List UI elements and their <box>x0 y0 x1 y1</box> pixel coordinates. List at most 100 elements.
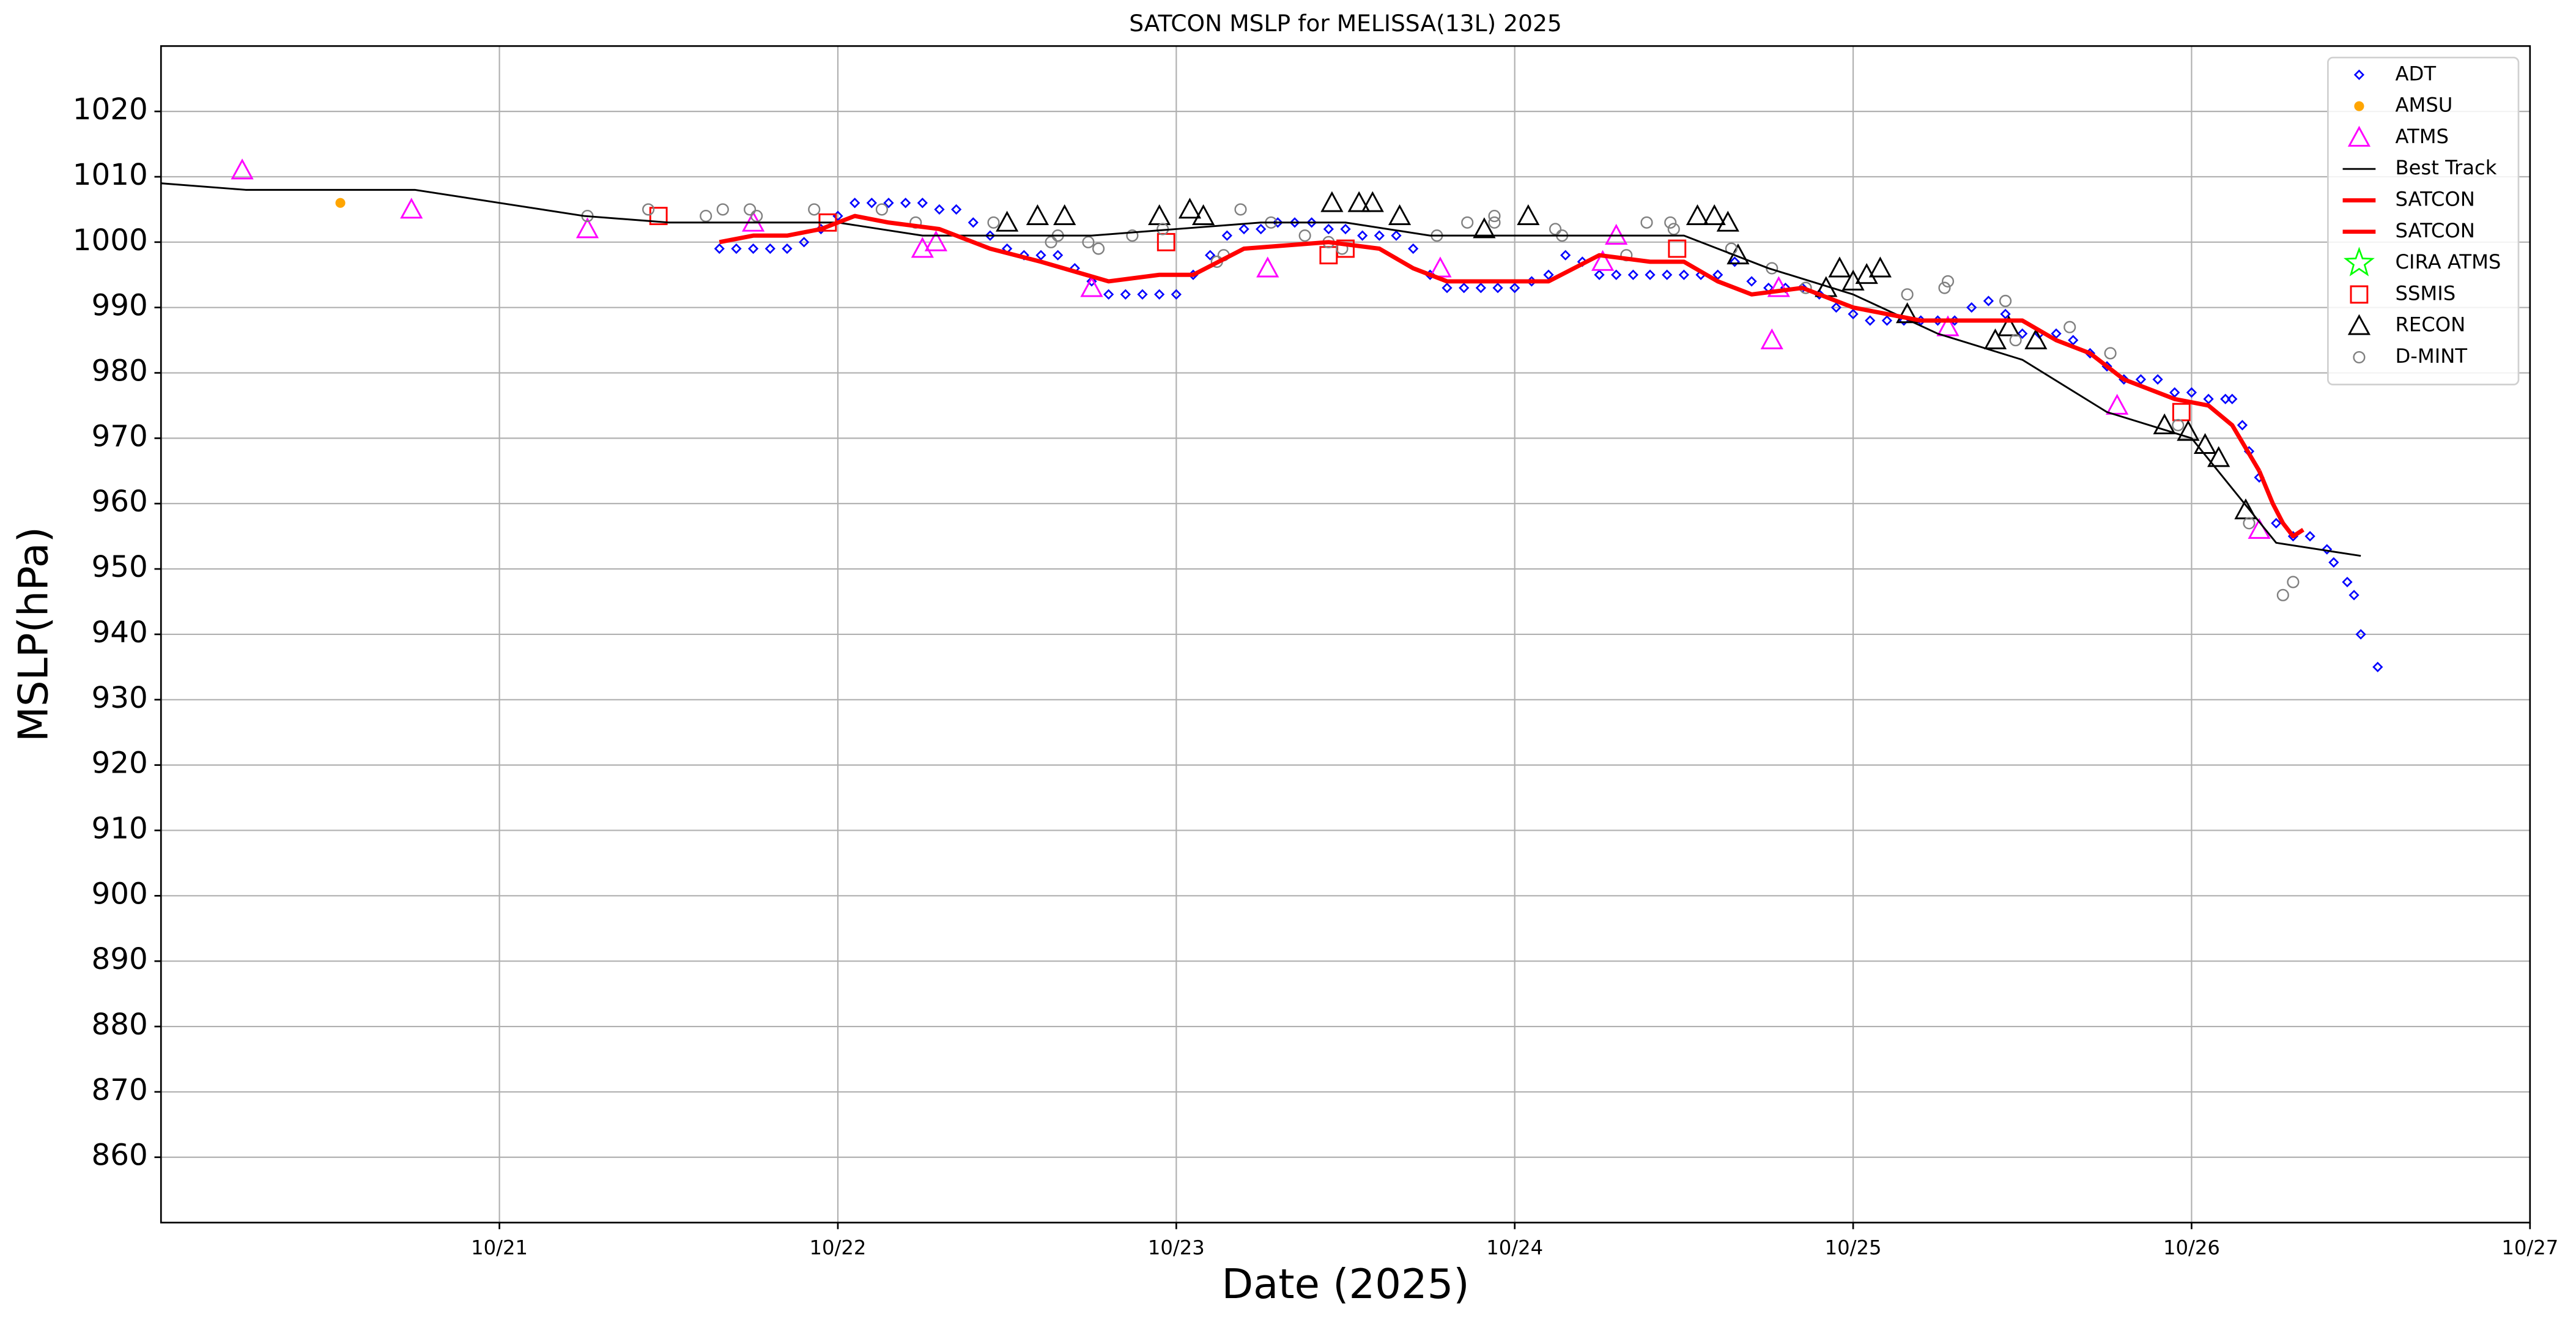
dmint-point <box>987 216 1000 229</box>
adt-point <box>917 198 928 209</box>
triangle-point <box>1191 204 1215 225</box>
dmint-point <box>1045 236 1057 248</box>
triangle-point <box>1080 276 1103 297</box>
adt-point <box>2271 518 2282 529</box>
adt-point <box>731 243 742 254</box>
triangle-point <box>1983 328 2007 350</box>
adt-point <box>1053 250 1064 261</box>
triangle-point <box>1591 250 1615 271</box>
adt-point <box>1221 230 1232 241</box>
adt-point <box>1865 315 1876 326</box>
dmint-point <box>875 203 888 216</box>
plot-marks <box>161 158 2383 672</box>
triangle-point <box>1686 204 1709 225</box>
dmint-point <box>642 203 655 216</box>
adt-point <box>2355 629 2366 640</box>
y-tick-label: 940 <box>91 615 147 650</box>
adt-point <box>883 198 894 209</box>
legend-label: Best Track <box>2396 156 2497 179</box>
adt-point <box>1645 269 1656 280</box>
dmint-point <box>1549 223 1562 236</box>
adt-point <box>2135 374 2147 385</box>
dmint-point <box>1640 216 1653 229</box>
triangle-point <box>1828 256 1851 278</box>
triangle-point <box>1473 217 1496 239</box>
dmint-point <box>1234 203 1247 216</box>
triangle-point <box>1936 315 1960 336</box>
adt-point <box>2304 531 2315 542</box>
adt-point <box>1543 269 1554 280</box>
adt-point <box>2152 374 2163 385</box>
adt-point <box>1357 230 1368 241</box>
triangle-point <box>1895 302 1919 324</box>
amsu-point <box>2354 101 2364 111</box>
adt-point <box>1881 315 1893 326</box>
adt-point <box>1560 250 1571 261</box>
adt-point <box>1662 269 1673 280</box>
adt-point <box>1306 217 1317 228</box>
dmint-point <box>1092 242 1105 255</box>
adt-point <box>1729 256 1740 267</box>
legend-label: AMSU <box>2396 94 2453 117</box>
adt-point <box>1678 269 1689 280</box>
y-tick-label: 990 <box>91 289 147 323</box>
triangle-point <box>1388 204 1412 225</box>
adt-point <box>1171 289 1182 300</box>
adt-point <box>1323 223 1334 235</box>
dmint-point <box>2287 576 2300 588</box>
adt-point <box>900 198 911 209</box>
dmint-point <box>2009 334 2022 347</box>
dmint-point <box>1298 229 1311 242</box>
y-tick-label: 960 <box>91 484 147 519</box>
y-tick-label: 950 <box>91 550 147 584</box>
dmint-point <box>1667 223 1680 236</box>
dmint-point <box>1999 294 2012 308</box>
adt-point <box>2000 308 2011 319</box>
adt-point <box>1830 302 1842 313</box>
x-tick-label: 10/24 <box>1486 1236 1543 1260</box>
adt-point <box>2372 661 2383 672</box>
y-tick-label: 1020 <box>73 92 148 127</box>
adt-point <box>934 204 945 215</box>
triangle-point <box>1703 204 1726 225</box>
dmint-point <box>1938 281 1951 294</box>
dmint-point <box>2243 517 2256 530</box>
triangle-point <box>1026 204 1049 225</box>
adt-point <box>1154 289 1165 300</box>
triangle-point <box>231 158 254 180</box>
x-tick-label: 10/25 <box>1825 1236 1882 1260</box>
triangle-point <box>2024 328 2048 350</box>
y-tick-label: 1010 <box>73 158 148 192</box>
amsu-point <box>335 198 346 208</box>
dmint-point <box>700 210 712 223</box>
dmint-point <box>2353 351 2366 364</box>
triangle-point <box>1320 191 1344 212</box>
triangle-point <box>1361 191 1384 212</box>
adt-point <box>1205 250 1216 261</box>
y-tick-label: 920 <box>91 746 147 781</box>
adt-point <box>2322 544 2333 555</box>
dmint-point <box>2276 588 2289 601</box>
triangle-point <box>996 210 1019 232</box>
legend: ADT AMSU ATMS Best Track SATCON SATCON CIRA AT… <box>2327 56 2520 385</box>
dmint-point <box>1488 210 1501 223</box>
adt-point <box>782 243 793 254</box>
triangle-point <box>1517 204 1540 225</box>
legend-label: SATCON <box>2396 187 2475 210</box>
triangle-point <box>1178 198 1202 219</box>
dmint-point <box>2172 418 2185 432</box>
adt-point <box>1238 223 1249 235</box>
adt-point <box>866 198 877 209</box>
y-tick-label: 860 <box>91 1138 147 1173</box>
triangle-point <box>1760 328 1783 350</box>
adt-point <box>1746 276 1757 287</box>
legend-label: SATCON <box>2396 219 2475 242</box>
triangle-point <box>576 217 599 239</box>
adt-point <box>2068 335 2079 346</box>
ssmis-point <box>1668 239 1687 258</box>
adt-point <box>985 230 996 241</box>
adt-point <box>2227 393 2238 404</box>
x-tick-label: 10/23 <box>1148 1236 1205 1260</box>
adt-point <box>1340 223 1351 235</box>
triangle-point <box>2347 125 2371 147</box>
